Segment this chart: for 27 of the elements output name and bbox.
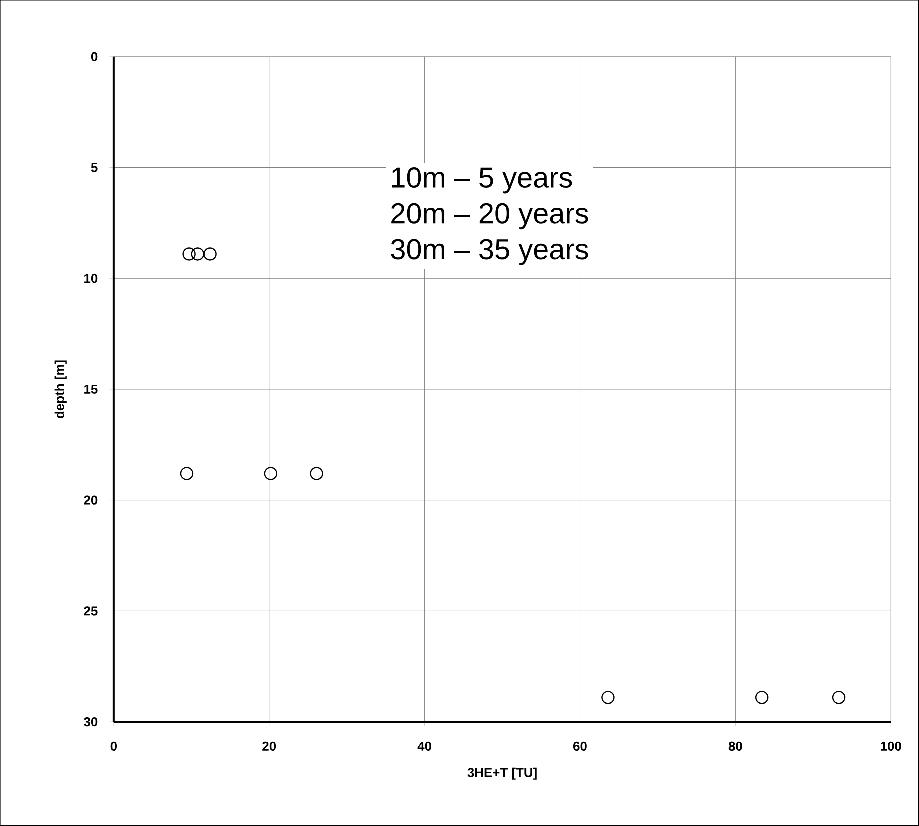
point (310, 467, 324, 480)
x-tick-label: 100 (881, 742, 902, 752)
point (180, 467, 194, 480)
annotation: 20m – 20 years (392, 203, 588, 230)
x-tick-label: 40 (418, 742, 432, 752)
y-tick-label: 5 (91, 163, 98, 172)
y-axis-title: depth [m] (54, 360, 67, 418)
point (602, 691, 615, 704)
y-tick-label: 10 (84, 274, 98, 284)
annotation: 10m – 5 years (392, 168, 572, 194)
x-tick-label: 0 (110, 742, 117, 752)
point (182, 248, 196, 261)
y-tick-label: 30 (84, 717, 98, 727)
x-tick-label: 80 (728, 742, 742, 752)
point (264, 467, 278, 480)
y-tick-label: 20 (84, 496, 98, 505)
point (191, 248, 204, 261)
x-tick-label: 20 (262, 742, 276, 752)
point (832, 691, 846, 704)
y-tick-label: 15 (84, 384, 98, 394)
point (204, 248, 217, 261)
y-tick-label: 0 (91, 52, 98, 62)
annotation: 30m – 35 years (391, 239, 588, 266)
x-axis-title: 3HE+T [TU] (468, 768, 537, 780)
y-tick-label: 25 (84, 606, 98, 616)
x-tick-label: 60 (574, 742, 587, 752)
point (755, 691, 769, 704)
